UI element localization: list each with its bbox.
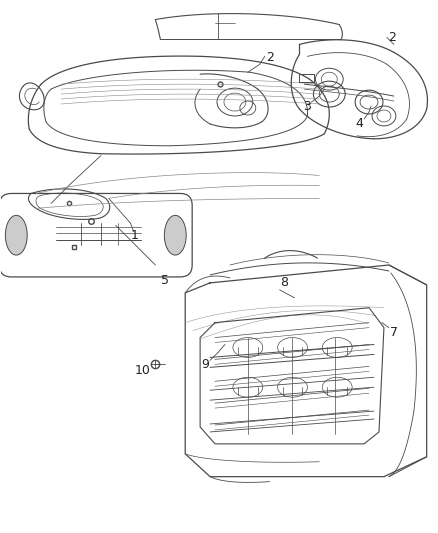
Text: 3: 3 xyxy=(304,100,311,112)
Text: 1: 1 xyxy=(131,229,138,241)
FancyBboxPatch shape xyxy=(0,193,192,277)
Text: 9: 9 xyxy=(201,358,209,371)
Text: 7: 7 xyxy=(390,326,398,339)
Text: 2: 2 xyxy=(266,51,274,64)
Text: 2: 2 xyxy=(388,31,396,44)
Ellipse shape xyxy=(164,215,186,255)
Text: 10: 10 xyxy=(134,364,150,377)
Text: 5: 5 xyxy=(161,274,170,287)
Text: 4: 4 xyxy=(355,117,363,131)
Ellipse shape xyxy=(5,215,27,255)
Text: 8: 8 xyxy=(281,277,289,289)
